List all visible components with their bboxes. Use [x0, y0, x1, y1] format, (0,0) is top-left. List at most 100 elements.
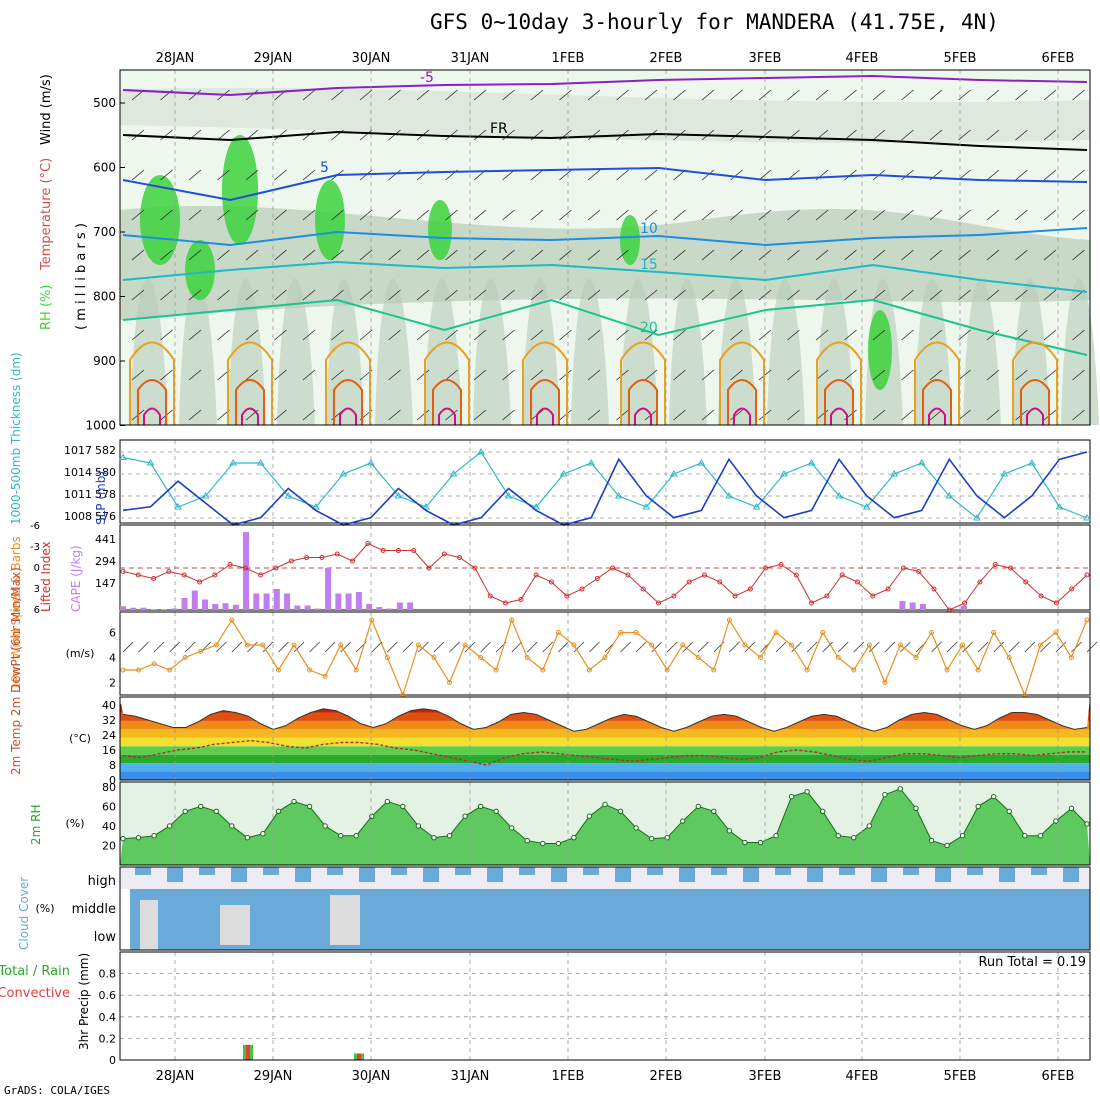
isotherm-30 [922, 379, 952, 425]
wind-barb [416, 209, 430, 221]
wind-barb [388, 89, 401, 101]
rh-marker [477, 803, 484, 810]
wind-barb [302, 409, 316, 421]
wind-barb [302, 209, 316, 221]
wind-barb [153, 641, 165, 653]
wind-barb [837, 641, 849, 653]
wind-barb [188, 369, 202, 381]
wind-barb [587, 89, 601, 101]
wind-speed-marker [960, 642, 966, 648]
temp-band [120, 746, 1090, 755]
rh-marker [1037, 833, 1044, 839]
wind-barb [730, 369, 743, 381]
wind-barb [359, 129, 373, 141]
rh-band [669, 278, 707, 425]
wind-barb [416, 369, 430, 381]
wind-barb [1015, 249, 1028, 261]
wind-barb [1072, 89, 1085, 101]
wind-speed-marker [789, 642, 795, 648]
cape-bar [263, 593, 270, 610]
temp-tick-label: 16 [102, 744, 116, 757]
wind-barb [701, 249, 715, 261]
wind-barb [1072, 209, 1085, 221]
rh-high-blob [185, 240, 215, 300]
cloud-gap [220, 905, 250, 945]
wind-barb [1040, 641, 1051, 653]
wind-barb [616, 89, 629, 101]
wind-barb [217, 289, 230, 301]
isotherm-line [122, 166, 1088, 202]
thickness-marker [422, 503, 430, 510]
wind-barb [962, 641, 973, 653]
temp-unit-label: (°C) [69, 732, 91, 745]
isotherm-25 [129, 341, 175, 425]
lifted-index-marker [120, 569, 126, 574]
wind-barb [530, 209, 544, 221]
lifted-index-marker [181, 572, 187, 578]
cloud-ylabel: Cloud Cover [17, 877, 31, 950]
wind-barb [445, 369, 458, 381]
lifted-index-marker [870, 593, 876, 599]
slp-tick-label: 1017 [64, 444, 92, 457]
wind-barb [822, 641, 833, 653]
isotherm-35 [634, 407, 652, 425]
wind-barb [958, 129, 971, 141]
pressure-tick-label: 800 [93, 290, 116, 304]
wind-barb [1015, 89, 1028, 101]
wind-barb [188, 209, 202, 221]
rh-high-blob [428, 200, 452, 260]
isotherm-35 [339, 407, 357, 425]
lifted-index-marker [334, 551, 340, 557]
wind-barb [872, 89, 886, 101]
isotherm-35 [1026, 407, 1044, 425]
rh-marker [135, 834, 142, 841]
wind-barb [958, 209, 971, 221]
dewpoint-line [122, 739, 1087, 766]
wind-barb [620, 641, 631, 653]
rh-marker [1084, 821, 1090, 827]
wind-barb [986, 329, 1000, 341]
wind-speed-marker [229, 617, 235, 623]
wind-speed-marker [571, 642, 577, 648]
wind-barb [673, 249, 686, 261]
lifted-index-marker [1084, 572, 1090, 578]
wind-barb [387, 641, 398, 653]
date-label-top: 2FEB [650, 51, 683, 66]
wind-barb [701, 289, 715, 301]
wind-barb [815, 249, 829, 261]
isotherm-line [122, 227, 1088, 247]
rh-marker [151, 833, 157, 839]
wind-barb [673, 289, 686, 301]
wind-barb [324, 641, 336, 653]
rh-marker [788, 793, 795, 800]
wind-barb [616, 209, 629, 221]
rh-marker [680, 818, 686, 824]
wind-speed-marker [820, 630, 826, 635]
cape-bar [304, 605, 311, 610]
wind-barb [274, 169, 287, 181]
wind-barb [929, 369, 943, 381]
isotherm-30 [432, 379, 462, 425]
wind-barb [160, 369, 173, 381]
wind-tick-label: 6 [109, 627, 116, 640]
thickness-marker [780, 470, 788, 477]
slp-tick-label: 1011 [64, 488, 92, 501]
slp-tick-label: 1008 [64, 510, 92, 523]
rh-marker [757, 839, 764, 846]
lifted-tick-label: 0 [34, 563, 40, 574]
wind-barb [901, 89, 914, 101]
wind-barb [445, 209, 458, 221]
temp-tick-label: 32 [102, 714, 116, 727]
thickness-marker [697, 459, 706, 466]
rh-marker [617, 808, 624, 814]
lifted-index-marker [625, 572, 631, 578]
precip-convective-bar [357, 1053, 361, 1060]
wind-barb [217, 129, 230, 141]
lifted-index-marker [411, 548, 417, 553]
date-label-top: 30JAN [352, 51, 391, 66]
wind-speed-marker [462, 642, 468, 648]
rh-unit-label: (%) [65, 817, 84, 830]
wind-barb [815, 89, 829, 101]
lifted-index-marker [395, 548, 401, 553]
wind-barb [1015, 209, 1028, 221]
